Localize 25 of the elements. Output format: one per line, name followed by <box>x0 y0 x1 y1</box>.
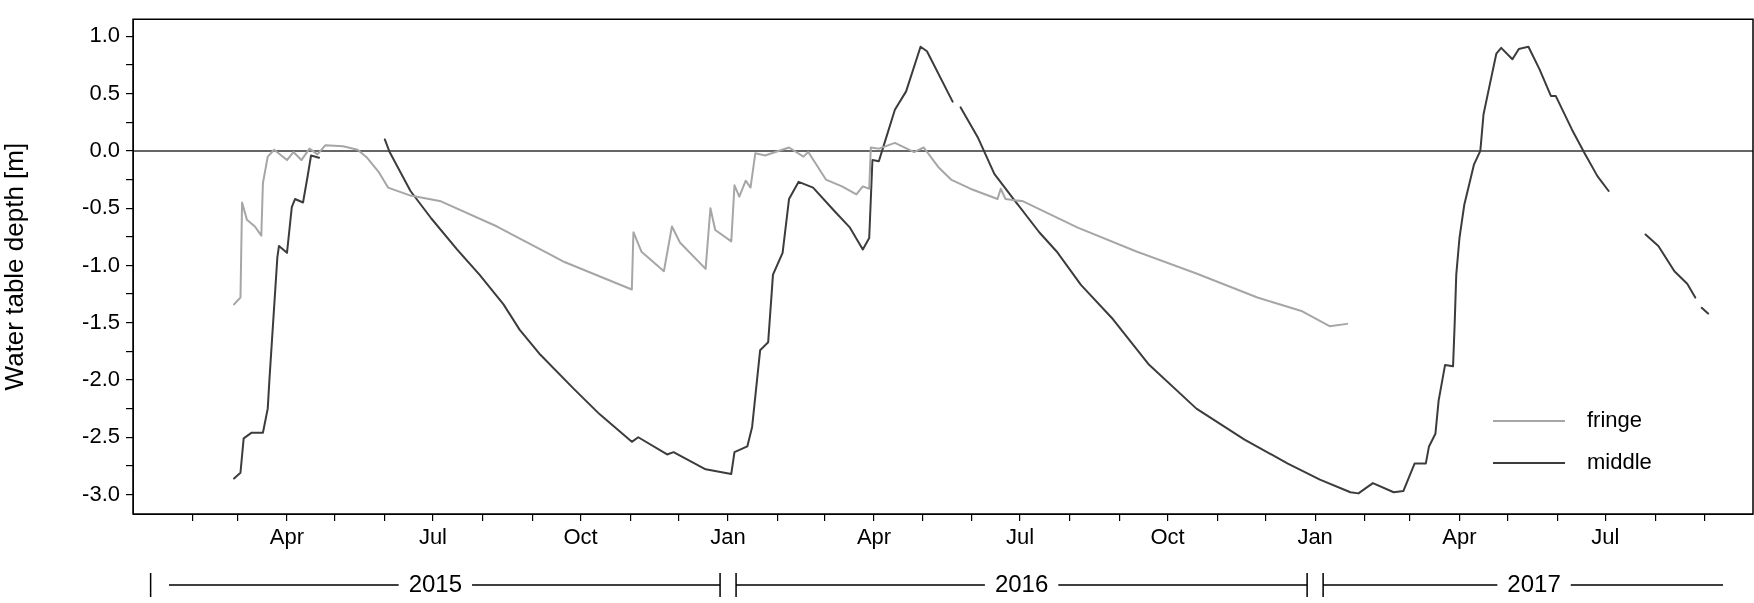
x-tick-label: Jan <box>1297 524 1333 550</box>
y-tick-label: -3.0 <box>82 480 120 506</box>
x-tick-label: Apr <box>1442 524 1477 550</box>
y-tick-label: 1.0 <box>89 22 120 48</box>
y-tick-label: -2.0 <box>82 366 120 392</box>
y-axis-title: Water table depth [m] <box>0 142 29 391</box>
y-tick-label: 0.0 <box>89 136 120 162</box>
text: 2015 <box>408 569 463 597</box>
text: 2016 <box>994 569 1049 597</box>
x-tick-label: Apr <box>269 524 305 550</box>
y-tick-label: -1.0 <box>82 251 120 277</box>
x-tick-label: Jul <box>418 524 447 550</box>
y-tick-label: 0.5 <box>89 79 120 105</box>
y-tick-label: -0.5 <box>82 194 120 220</box>
legend-label: middle <box>1587 449 1652 475</box>
x-tick-label: Oct <box>563 524 598 550</box>
x-tick-label: Jul <box>1591 524 1620 550</box>
x-tick-label: Jul <box>1005 524 1035 550</box>
x-tick-label: Apr <box>856 524 892 550</box>
x-tick-label: Oct <box>1150 524 1185 550</box>
text: 2017 <box>1507 569 1561 597</box>
y-tick-label: -1.5 <box>82 308 120 334</box>
legend-label: fringe <box>1587 407 1643 433</box>
x-tick-label: Jan <box>710 524 746 550</box>
y-tick-label: -2.5 <box>82 423 120 449</box>
